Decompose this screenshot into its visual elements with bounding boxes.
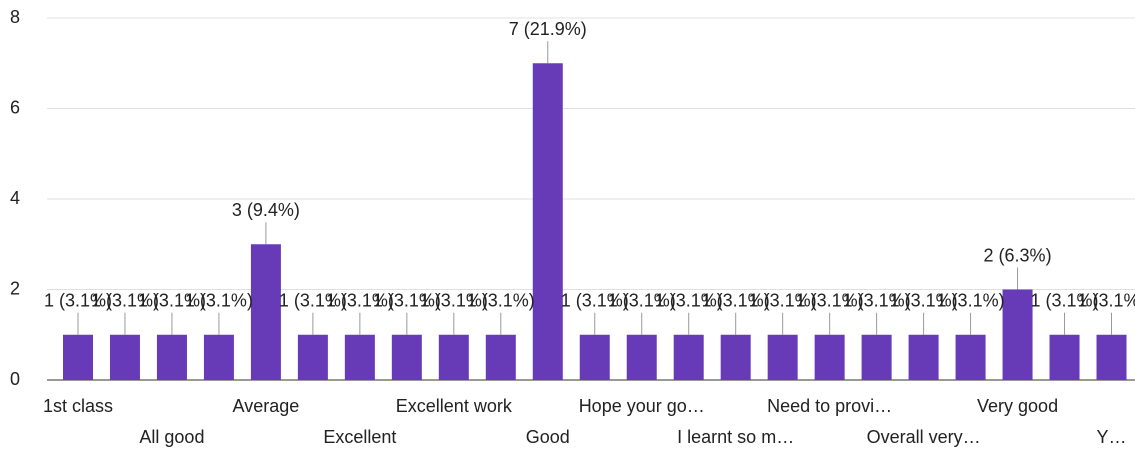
data-label: 7 (21.9%) xyxy=(509,19,587,39)
data-label: 1 (3.1%) xyxy=(420,291,488,311)
bar xyxy=(579,334,610,380)
bar xyxy=(203,334,234,380)
x-tick-label: Excellent xyxy=(323,427,396,447)
bar xyxy=(391,334,422,380)
bar xyxy=(1002,289,1033,380)
bar xyxy=(673,334,704,380)
data-label: 2 (6.3%) xyxy=(984,245,1052,265)
data-label: 1 (3.1%) xyxy=(91,291,159,311)
x-tick-label: Good xyxy=(526,427,570,447)
x-tick-label: All good xyxy=(139,427,204,447)
bar xyxy=(62,334,93,380)
data-label: 1 (3.1%) xyxy=(561,291,629,311)
data-label: 1 (3.1%) xyxy=(185,291,253,311)
data-label: 1 (3.1%) xyxy=(655,291,723,311)
bar xyxy=(955,334,986,380)
data-label: 1 (3.1%) xyxy=(749,291,817,311)
data-label: 1 (3.1%) xyxy=(608,291,676,311)
data-label: 1 (3.1%) xyxy=(326,291,394,311)
bar xyxy=(626,334,657,380)
x-tick-label: Hope your go… xyxy=(579,396,705,416)
data-label: 1 (3.1%) xyxy=(467,291,535,311)
bar xyxy=(532,63,563,380)
data-label: 1 (3.1%) xyxy=(138,291,206,311)
bar xyxy=(438,334,469,380)
x-tick-label: Need to provi… xyxy=(767,396,892,416)
x-tick-label: 1st class xyxy=(43,396,113,416)
data-label: 1 (3.1%) xyxy=(1031,291,1099,311)
data-label: 3 (9.4%) xyxy=(232,200,300,220)
data-label: 1 (3.1%) xyxy=(702,291,770,311)
data-label: 1 (3.1%) xyxy=(890,291,958,311)
bar xyxy=(109,334,140,380)
bar xyxy=(1049,334,1080,380)
data-label: 1 (3.1%) xyxy=(937,291,1005,311)
y-tick-label: 6 xyxy=(10,97,20,117)
bar xyxy=(814,334,845,380)
x-tick-label: Very good xyxy=(977,396,1058,416)
bar xyxy=(156,334,187,380)
data-label: 1 (3.1%) xyxy=(843,291,911,311)
bar xyxy=(720,334,751,380)
bar xyxy=(1096,334,1127,380)
x-tick-label: Excellent work xyxy=(396,396,513,416)
bar xyxy=(297,334,328,380)
x-tick-label: I learnt so m… xyxy=(677,427,794,447)
x-tick-label: Average xyxy=(233,396,300,416)
x-tick-label: Y… xyxy=(1097,427,1127,447)
bar xyxy=(485,334,516,380)
y-tick-label: 0 xyxy=(10,369,20,389)
bar xyxy=(908,334,939,380)
bar xyxy=(767,334,798,380)
bar xyxy=(861,334,892,380)
bar xyxy=(250,244,281,380)
bar xyxy=(344,334,375,380)
y-tick-label: 8 xyxy=(10,7,20,27)
y-tick-label: 4 xyxy=(10,188,20,208)
data-label: 1 (3.1%) xyxy=(796,291,864,311)
data-label: 1 (3.1%) xyxy=(44,291,112,311)
data-label: 1 (3.1%) xyxy=(279,291,347,311)
y-tick-label: 2 xyxy=(10,278,20,298)
data-label: 1 (3.1%) xyxy=(373,291,441,311)
x-tick-label: Overall very… xyxy=(867,427,981,447)
data-label: 1 (3.1%) xyxy=(1077,291,1135,311)
